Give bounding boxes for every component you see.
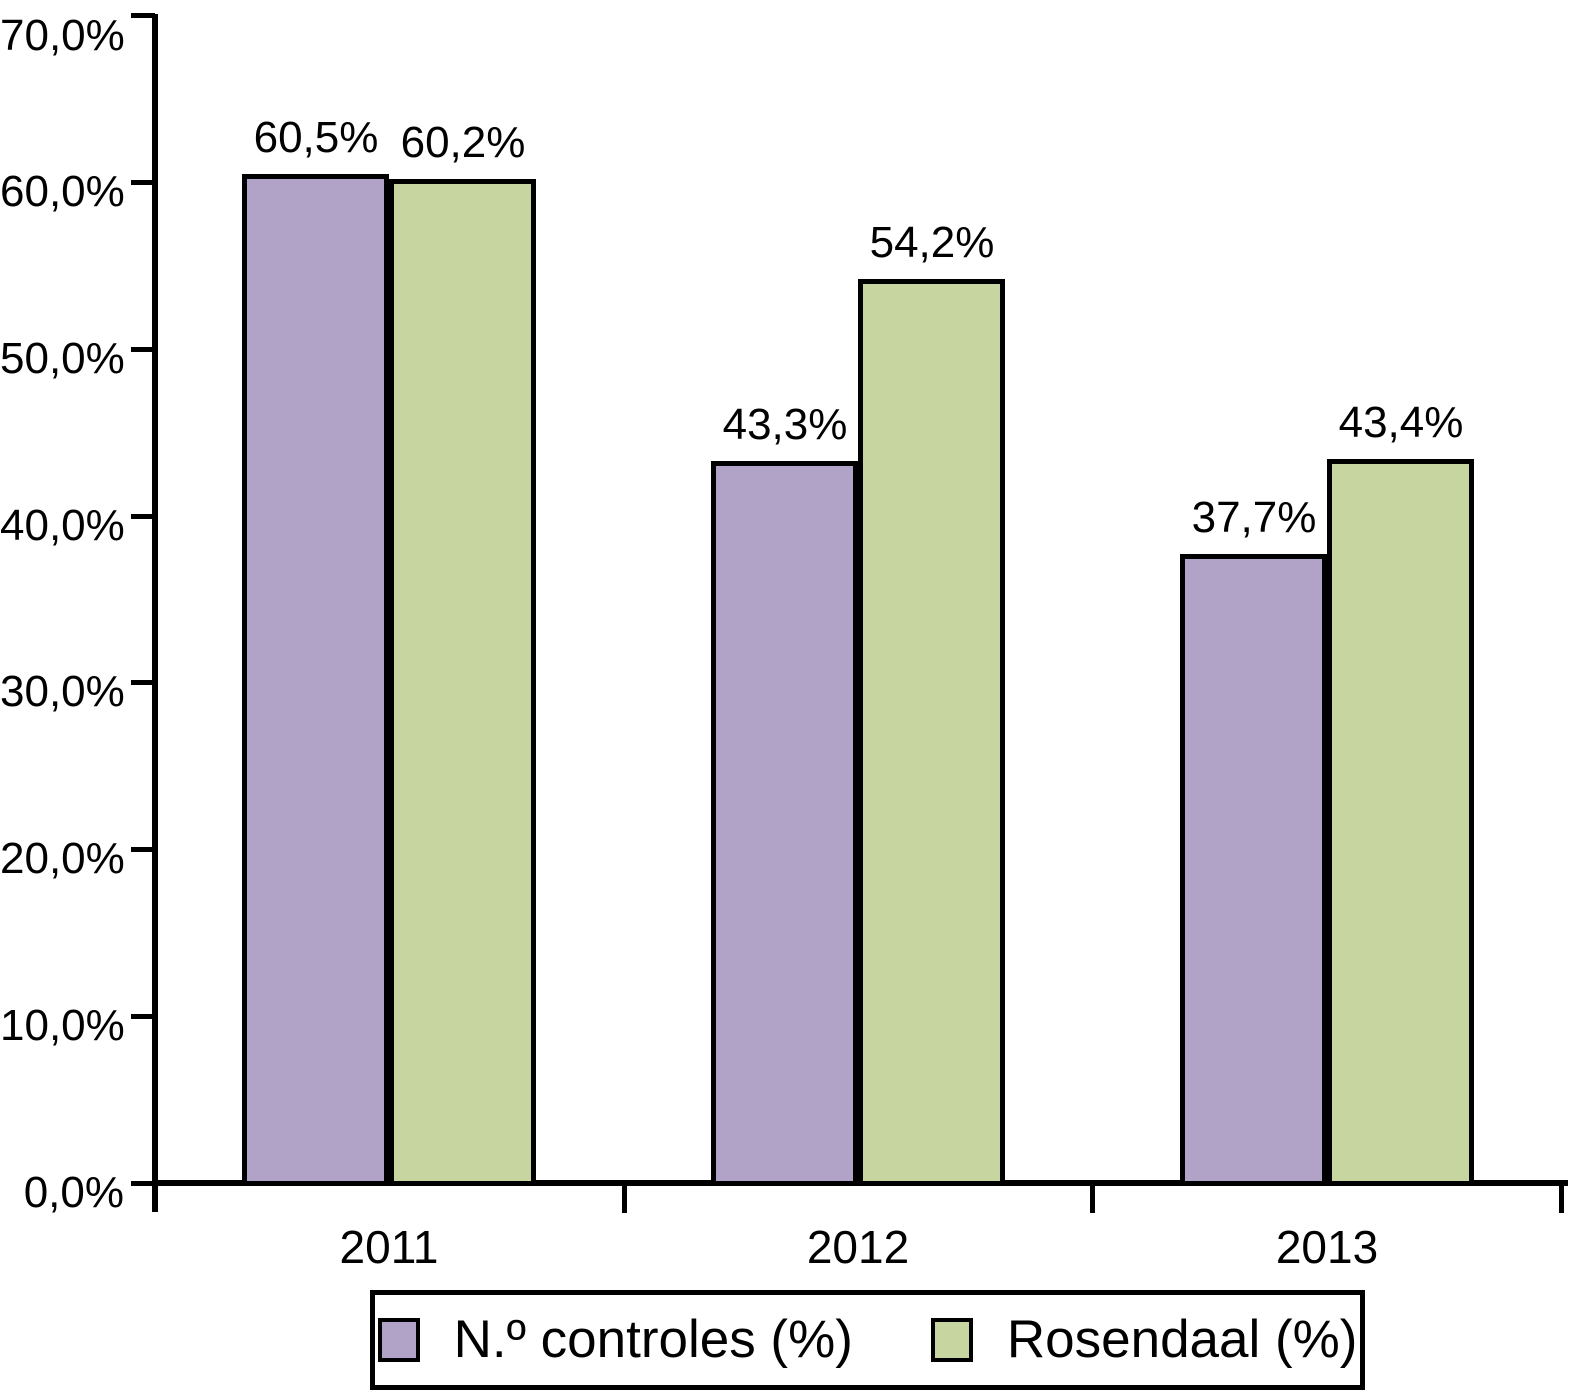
y-tick-label: 60,0% <box>0 167 125 216</box>
y-tick <box>131 13 155 18</box>
legend: N.º controles (%) Rosendaal (%) <box>370 1290 1365 1390</box>
y-tick <box>131 1014 155 1019</box>
y-tick-label: 70,0% <box>0 11 125 60</box>
y-tick-label: 30,0% <box>0 667 125 716</box>
y-tick <box>131 347 155 352</box>
x-category-label-2012: 2012 <box>806 1221 910 1273</box>
bar-value-label: 60,5% <box>253 113 379 162</box>
legend-label-1: Rosendaal (%) <box>1006 1310 1358 1369</box>
y-tick-label: 40,0% <box>0 501 125 550</box>
x-tick <box>622 1186 627 1213</box>
legend-item-0: N.º controles (%) <box>377 1310 853 1369</box>
y-axis-line <box>152 14 158 1212</box>
x-tick <box>1559 1186 1564 1213</box>
bar-2013-controles <box>1180 554 1327 1186</box>
bar-value-label: 43,4% <box>1338 398 1464 447</box>
bar-2012-controles <box>711 461 858 1186</box>
bar-2013-rosendaal <box>1327 459 1474 1186</box>
x-tick <box>1090 1186 1095 1213</box>
x-category-label-2011: 2011 <box>339 1221 439 1273</box>
bar-value-label: 43,3% <box>722 400 848 449</box>
y-tick <box>131 847 155 852</box>
bar-2011-rosendaal <box>389 179 536 1186</box>
y-tick <box>131 1181 155 1186</box>
legend-swatch-0 <box>377 1318 420 1362</box>
y-tick <box>131 180 155 185</box>
y-tick-label: 10,0% <box>0 1001 125 1050</box>
y-tick-label: 0,0% <box>23 1168 124 1217</box>
bar-2012-rosendaal <box>858 279 1005 1186</box>
y-tick <box>131 514 155 519</box>
legend-item-1: Rosendaal (%) <box>930 1310 1358 1369</box>
bar-value-label: 54,2% <box>869 218 995 267</box>
y-tick-label: 20,0% <box>0 834 125 883</box>
bar-2011-controles <box>242 174 389 1186</box>
bar-value-label: 60,2% <box>400 118 526 167</box>
x-category-label-2013: 2013 <box>1275 1221 1379 1273</box>
legend-swatch-1 <box>930 1318 973 1362</box>
y-tick <box>131 680 155 685</box>
legend-label-0: N.º controles (%) <box>453 1310 853 1369</box>
bar-value-label: 37,7% <box>1191 493 1317 542</box>
y-tick-label: 50,0% <box>0 334 125 383</box>
